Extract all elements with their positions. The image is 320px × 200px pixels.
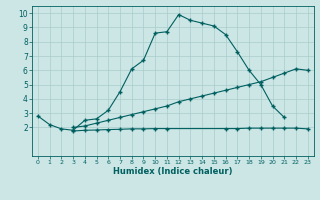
X-axis label: Humidex (Indice chaleur): Humidex (Indice chaleur) <box>113 167 233 176</box>
